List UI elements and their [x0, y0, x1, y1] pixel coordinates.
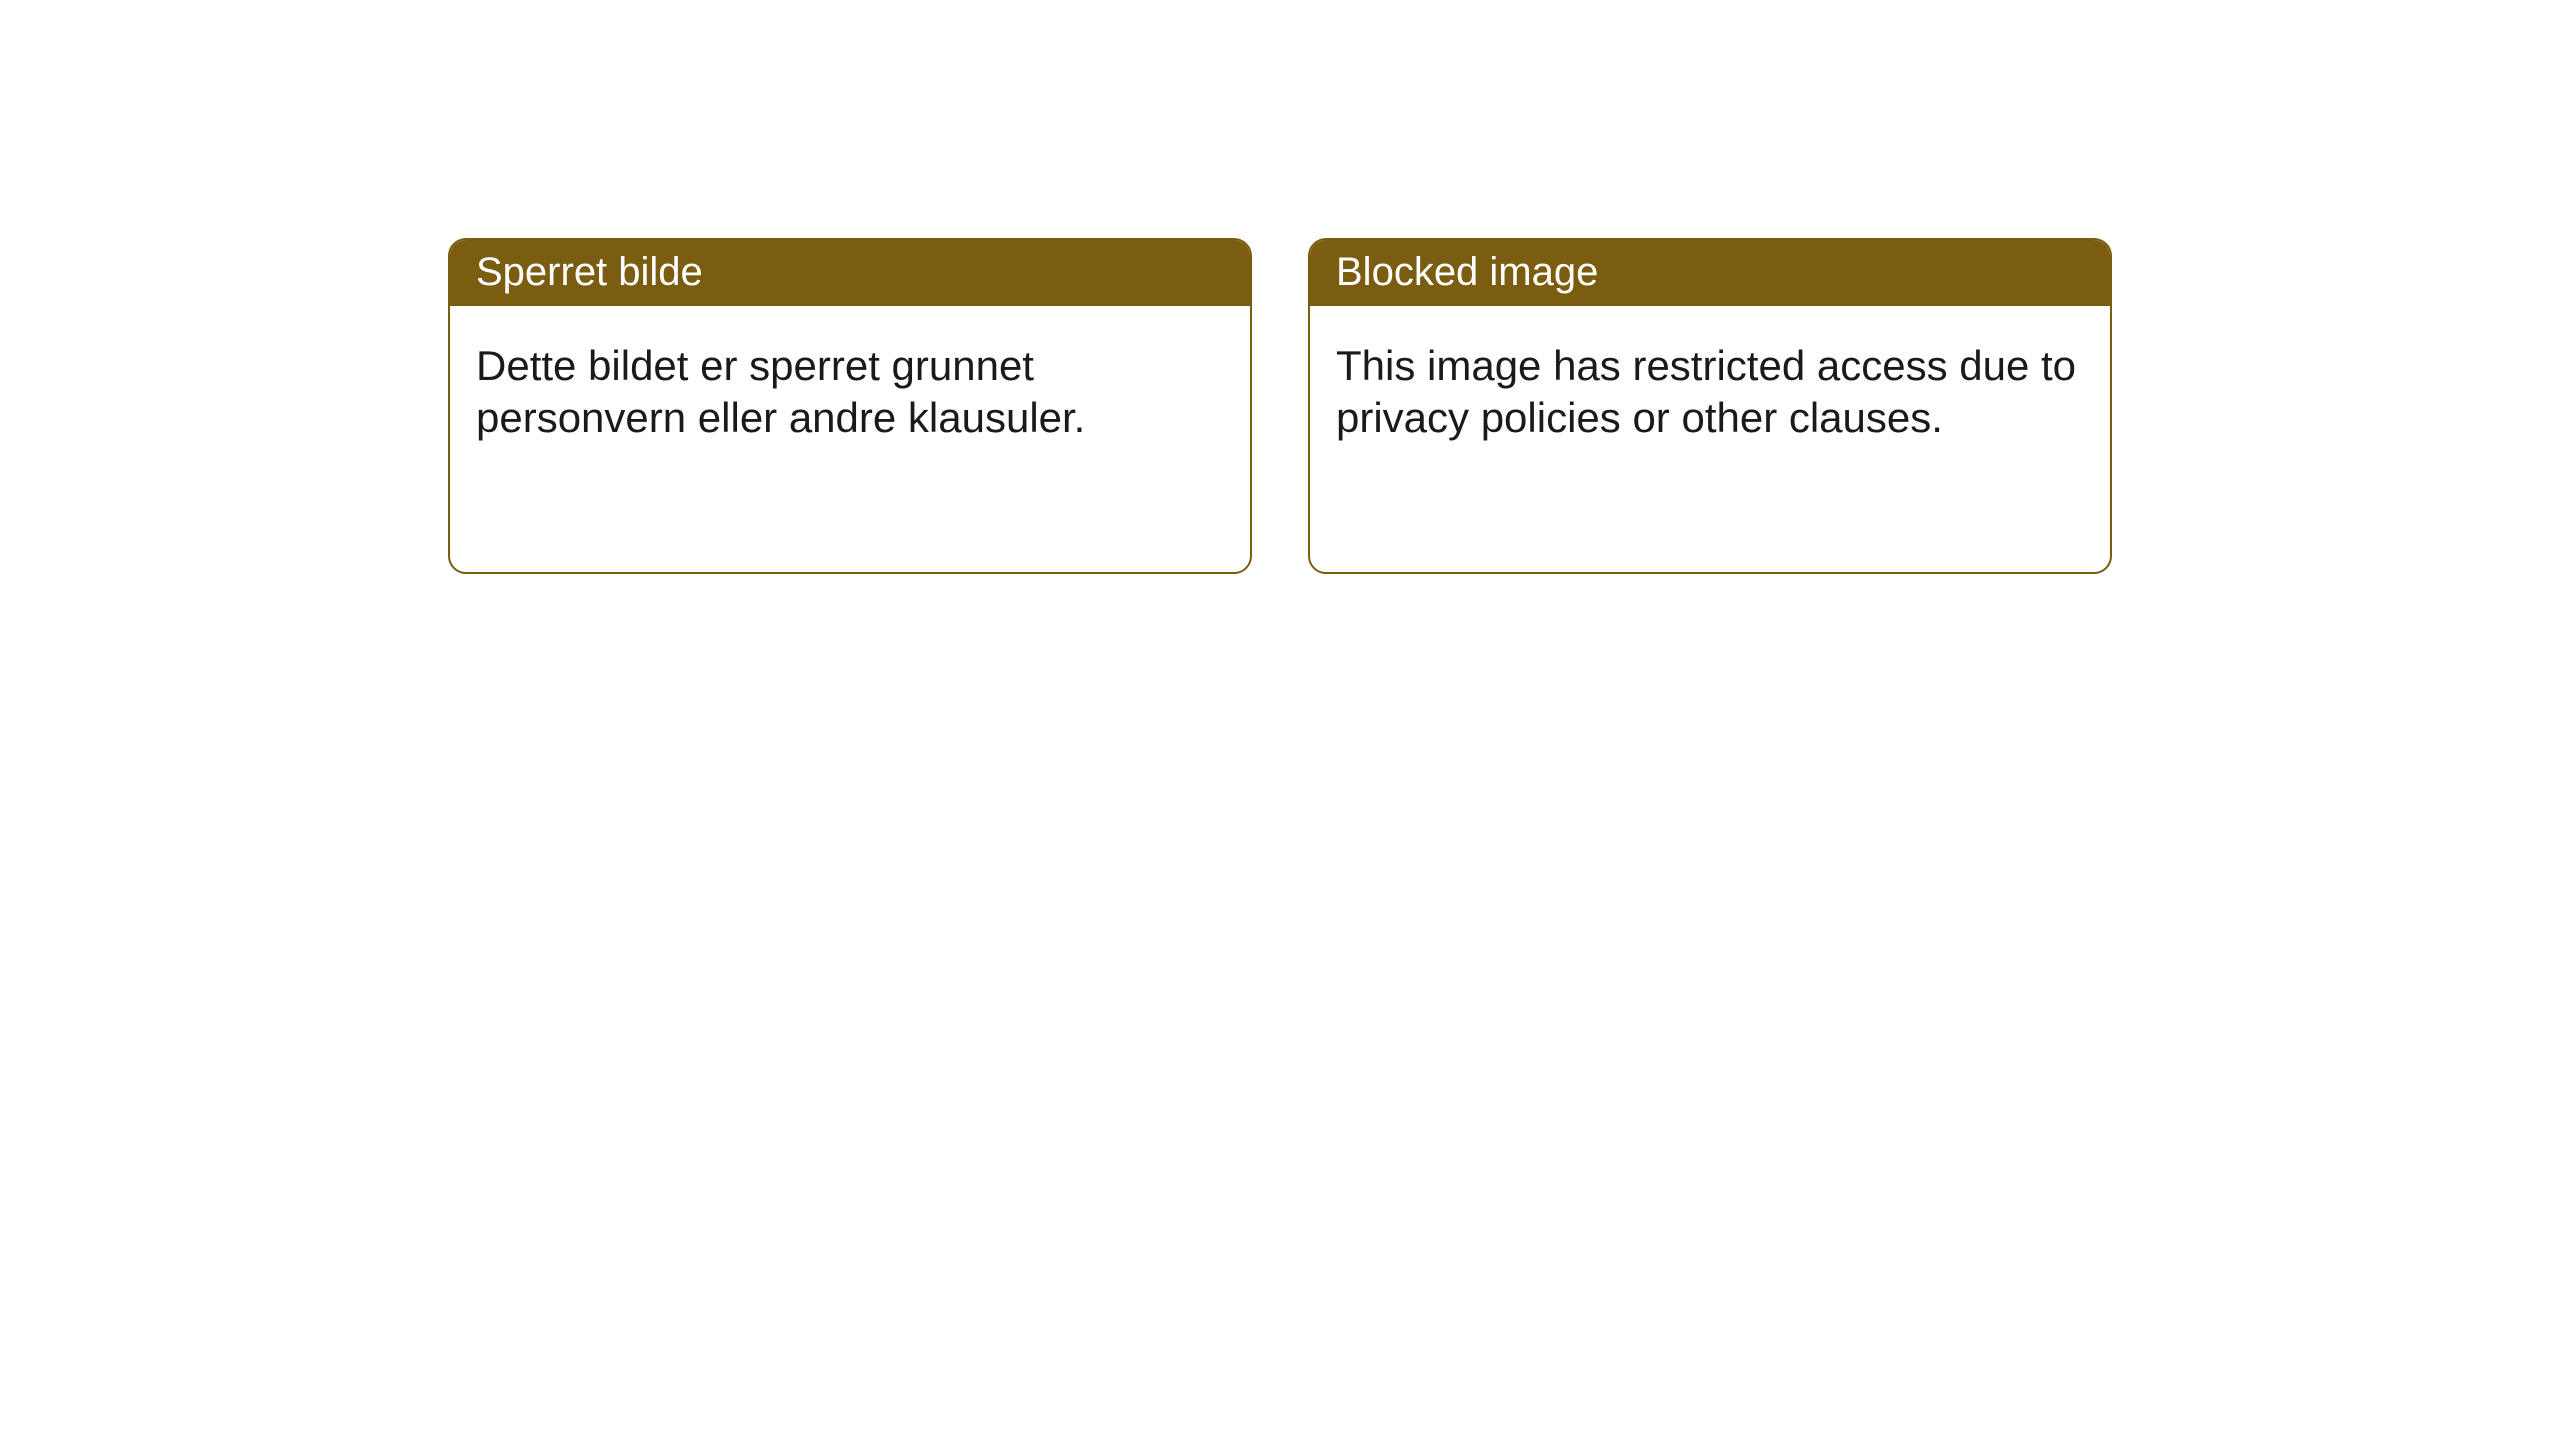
notice-title: Sperret bilde [450, 240, 1250, 306]
notice-card-norwegian: Sperret bilde Dette bildet er sperret gr… [448, 238, 1252, 574]
notice-body: This image has restricted access due to … [1310, 306, 2110, 470]
notice-title: Blocked image [1310, 240, 2110, 306]
notice-container: Sperret bilde Dette bildet er sperret gr… [0, 0, 2560, 574]
notice-body: Dette bildet er sperret grunnet personve… [450, 306, 1250, 470]
notice-card-english: Blocked image This image has restricted … [1308, 238, 2112, 574]
